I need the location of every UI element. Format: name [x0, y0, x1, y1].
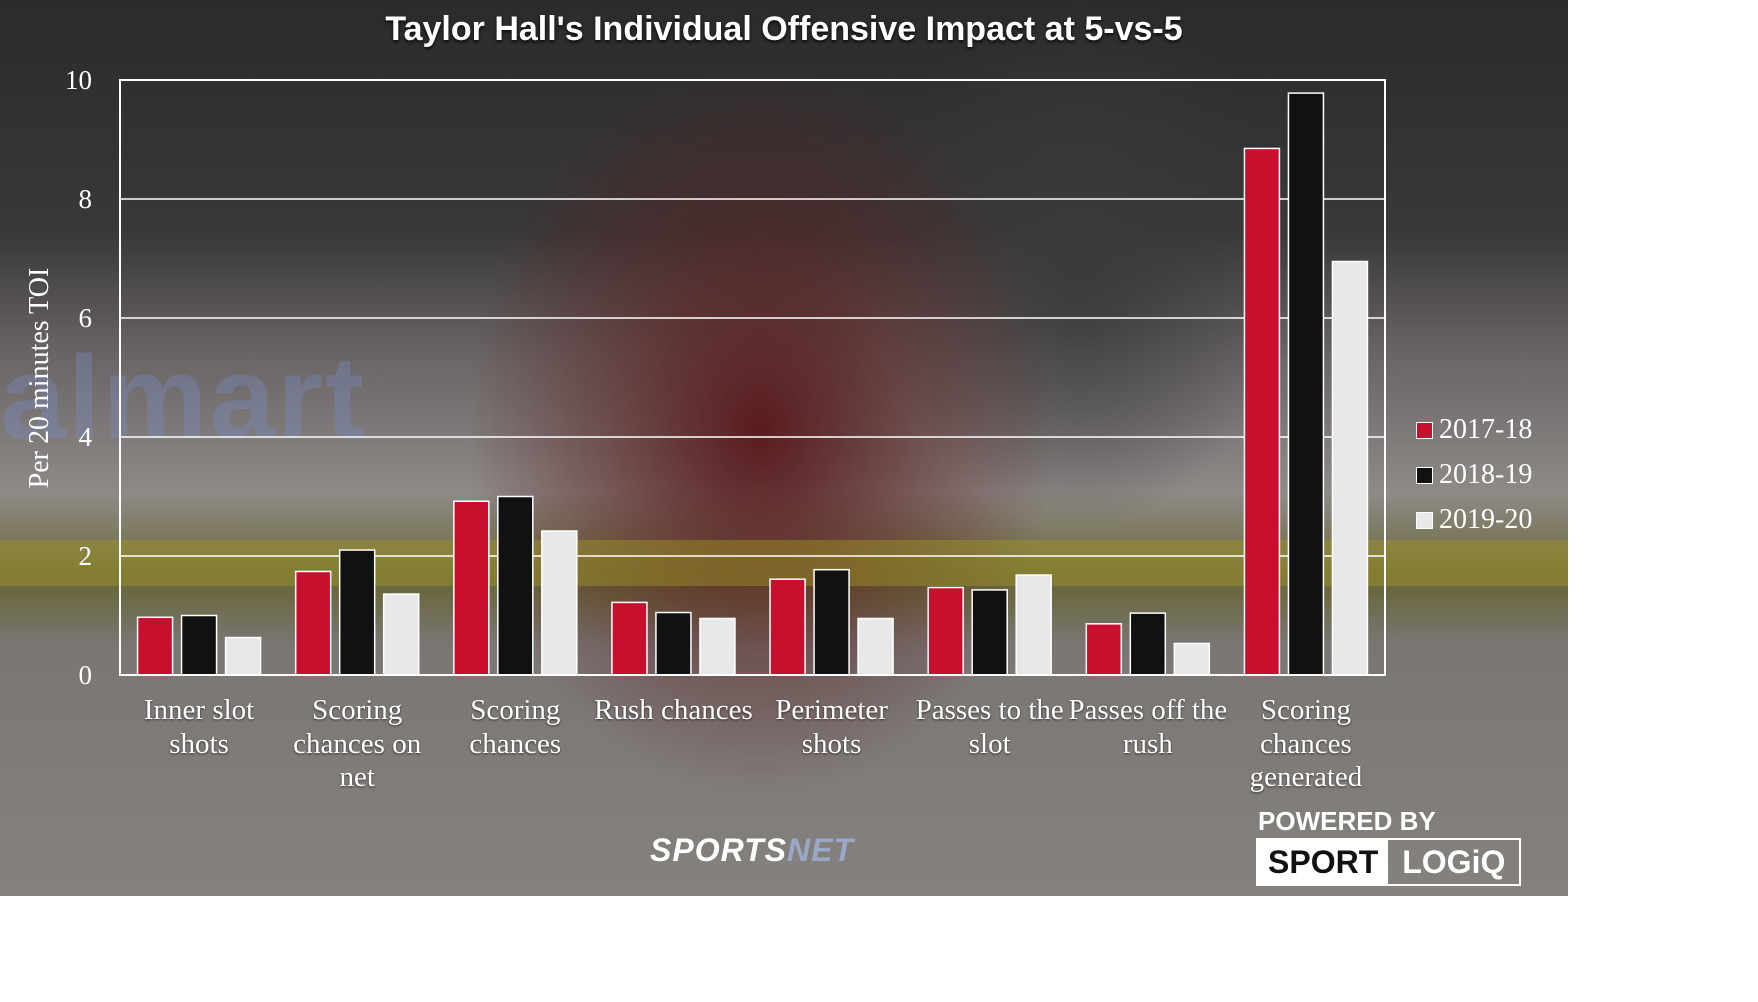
legend-item: 2017-18 [1416, 412, 1532, 448]
legend-label: 2018-19 [1439, 459, 1533, 490]
legend-label: 2019-20 [1439, 504, 1533, 535]
bar-2019-20-2 [541, 530, 578, 676]
plot-frame [119, 79, 1386, 676]
bar-2018-19-4 [813, 568, 850, 676]
x-category-label: Perimeter shots [775, 694, 888, 760]
bar-2018-19-7 [1287, 92, 1325, 676]
powered-by-label: POWERED BY [1258, 806, 1436, 836]
bar-2019-20-7 [1331, 260, 1369, 676]
bar-2019-20-5 [1015, 574, 1052, 676]
bar-2018-19-2 [497, 495, 534, 676]
sportsnet-logo: SPORTSNET [650, 832, 854, 869]
bar-2017-18-2 [453, 500, 490, 676]
plot-area: 0 2 4 6 8 10 [65, 65, 1386, 690]
bar-2019-20-1 [382, 593, 420, 676]
y-axis-ticks: 0 2 4 6 8 10 [65, 65, 93, 690]
bar-2019-20-3 [699, 617, 736, 676]
bar-2019-20-0 [224, 636, 262, 676]
legend-swatch [1416, 511, 1433, 529]
y-tick-label: 0 [79, 660, 93, 690]
bar-2018-19-0 [180, 614, 218, 676]
bar-2017-18-4 [769, 578, 806, 676]
bar-2019-20-4 [857, 617, 894, 676]
legend-label: 2017-18 [1439, 414, 1533, 445]
y-axis-label: Per 20 minutes TOI [24, 267, 55, 489]
sportlogiq-logo-logiq: LOGiQ [1402, 844, 1506, 880]
sportsnet-logo-main: SPORTS [650, 832, 787, 868]
y-tick-label: 4 [79, 422, 93, 452]
bar-2018-19-3 [655, 611, 692, 676]
bar-2019-20-6 [1173, 642, 1211, 676]
bar-2017-18-1 [294, 570, 332, 676]
y-tick-label: 10 [65, 65, 92, 95]
bar-2017-18-5 [927, 586, 964, 676]
bar-2017-18-0 [136, 616, 174, 676]
legend-item: 2019-20 [1416, 502, 1532, 538]
bar-2018-19-6 [1129, 612, 1167, 676]
bar-2017-18-7 [1243, 147, 1281, 676]
chart-title: Taylor Hall's Individual Offensive Impac… [385, 10, 1183, 48]
x-category-label: Rush chances [594, 694, 753, 726]
x-category-label: Inner slot shots [143, 694, 255, 760]
bar-2017-18-6 [1085, 623, 1123, 676]
x-category-label: Passes to the slot [915, 694, 1064, 760]
x-category-label: Scoring chances [469, 694, 562, 760]
x-category-label: Scoring chances on net [293, 694, 422, 794]
sportsnet-logo-accent: NET [787, 832, 854, 868]
legend-item: 2018-19 [1416, 457, 1532, 493]
sportlogiq-logo-sport: SPORT [1258, 840, 1389, 884]
legend-swatch [1416, 466, 1433, 484]
legend-swatch [1416, 421, 1433, 439]
sportlogiq-logo: SPORT LOGiQ [1256, 838, 1522, 886]
bars [136, 92, 1369, 676]
x-category-label: Passes off the rush [1068, 694, 1228, 760]
y-tick-label: 6 [79, 303, 93, 333]
chart-stage: almart 0 2 4 6 8 10 Taylor Hall's Individual … [0, 0, 1568, 896]
bar-2017-18-3 [611, 601, 648, 676]
y-tick-label: 2 [79, 541, 93, 571]
y-tick-label: 8 [79, 184, 93, 214]
x-category-label: Scoring chances generated [1249, 694, 1363, 794]
background-arena-ad: almart [0, 332, 367, 464]
bar-2018-19-1 [338, 549, 376, 676]
bar-2018-19-5 [971, 589, 1008, 676]
